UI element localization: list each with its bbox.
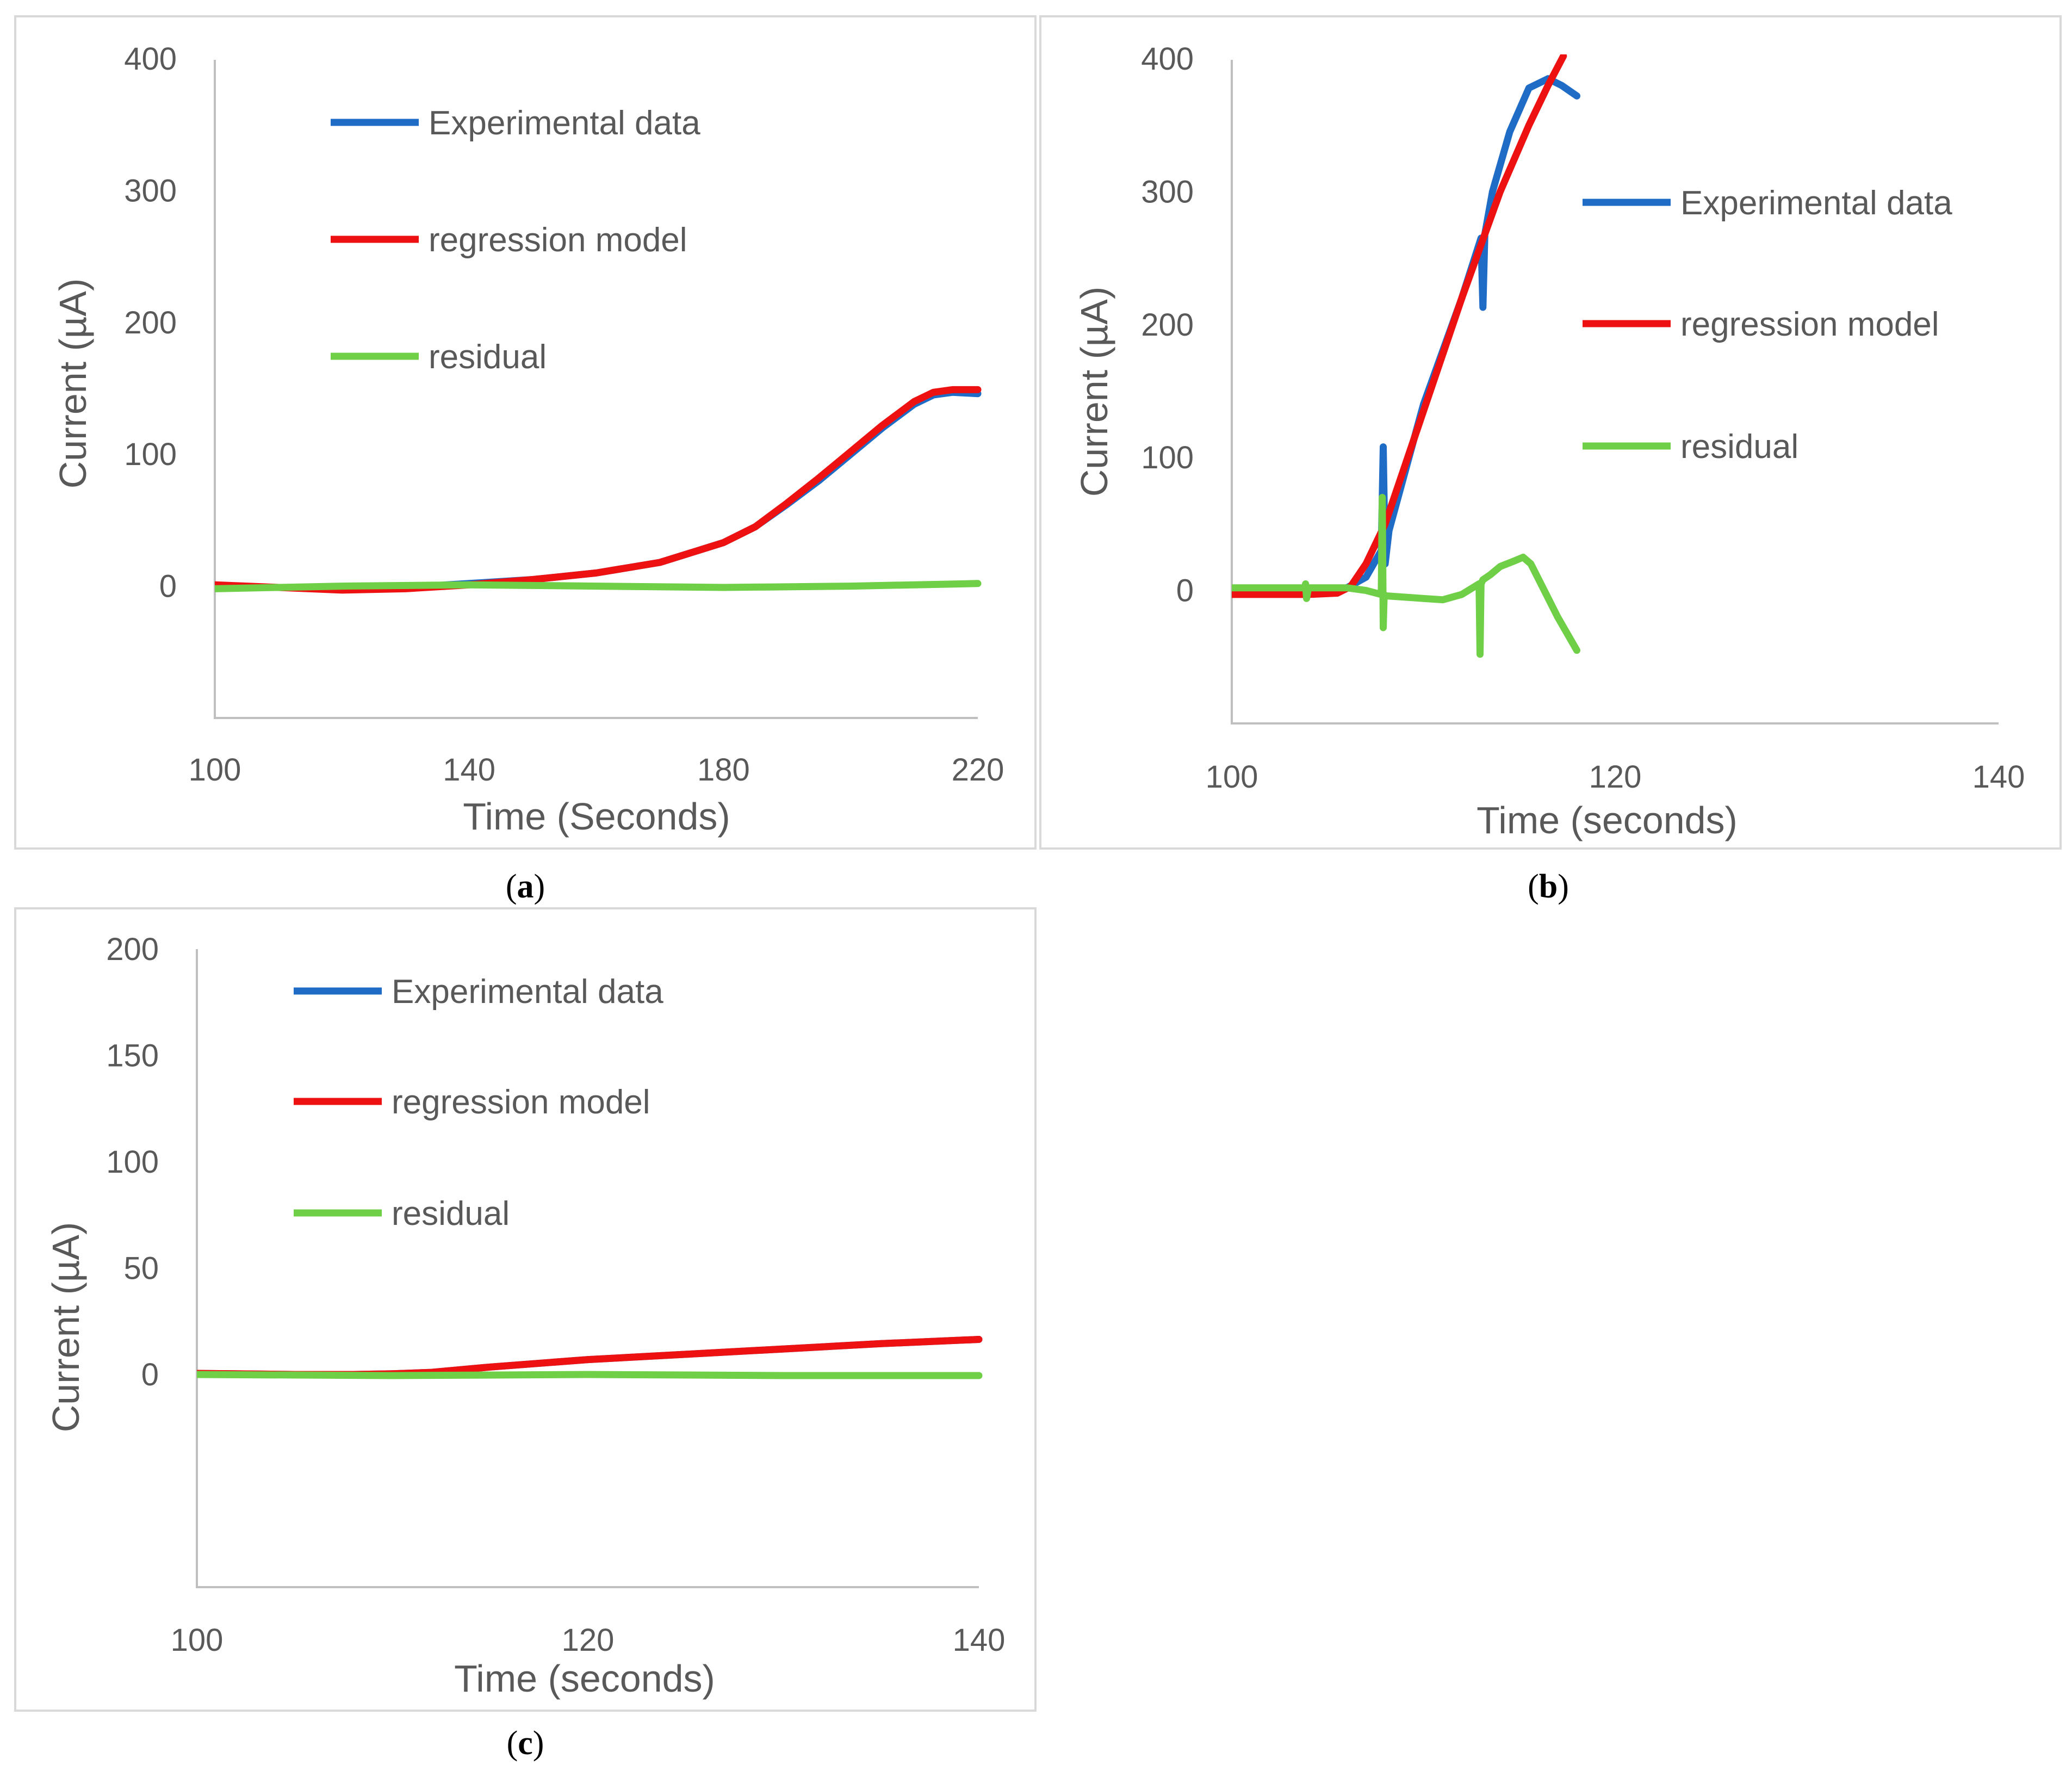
- panel-c-x-axis-label: Time (seconds): [454, 1657, 715, 1700]
- panel-a-caption: (a): [506, 868, 545, 905]
- legend-label-residual: residual: [429, 338, 547, 376]
- panel-a-y-axis-label: Current (µA): [52, 278, 94, 489]
- x-tick-label: 120: [1589, 759, 1642, 795]
- y-tick-label: 200: [1141, 307, 1194, 343]
- panel-b: 0 100 200 300 400 100 120 140 Current (µA) Tim…: [1039, 15, 2062, 850]
- series-line-model: [1232, 54, 1567, 598]
- panel-c-axes: [196, 949, 979, 1588]
- y-tick-label: 400: [1141, 41, 1194, 77]
- y-tick-label: 300: [124, 173, 177, 208]
- panel-b-legend: Experimental data regression model resid…: [1583, 184, 1952, 466]
- panel-a-series: [215, 386, 982, 594]
- legend-label-experimental: Experimental data: [392, 973, 663, 1011]
- legend-label-model: regression model: [429, 221, 687, 259]
- panel-b-y-ticks: 0 100 200 300 400: [1141, 41, 1194, 609]
- legend-label-residual: residual: [1680, 428, 1798, 466]
- legend-label-model: regression model: [392, 1083, 650, 1121]
- panel-b-frame: [1039, 15, 2062, 850]
- panel-b-x-ticks: 100 120 140: [1206, 759, 2025, 795]
- y-tick-label: 100: [1141, 440, 1194, 475]
- x-tick-label: 140: [443, 752, 495, 788]
- x-tick-label: 140: [1972, 759, 2025, 795]
- y-tick-label: 0: [159, 569, 177, 604]
- panel-a-x-axis-label: Time (Seconds): [463, 795, 730, 838]
- panel-b-caption: (b): [1528, 868, 1569, 905]
- y-tick-label: 50: [123, 1251, 159, 1286]
- y-tick-label: 200: [106, 932, 159, 967]
- panel-b-y-axis-label: Current (µA): [1073, 287, 1115, 497]
- panel-b-axes: [1231, 60, 1999, 725]
- panel-c-y-axis-label: Current (µA): [45, 1222, 87, 1433]
- panel-a-legend: Experimental data regression model resid…: [331, 104, 700, 376]
- x-tick-label: 140: [953, 1623, 1006, 1658]
- panel-b-x-axis-label: Time (seconds): [1477, 799, 1738, 841]
- panel-c-frame: [14, 907, 1037, 1712]
- y-tick-label: 0: [1176, 573, 1194, 609]
- x-tick-label: 100: [189, 752, 241, 788]
- panel-a-axes: [214, 60, 978, 719]
- series-line-residual: [1232, 494, 1580, 658]
- y-tick-label: 300: [1141, 174, 1194, 209]
- y-tick-label: 0: [141, 1357, 159, 1392]
- panel-a-y-ticks: 0 100 200 300 400: [124, 41, 177, 604]
- x-tick-label: 180: [697, 752, 750, 788]
- y-tick-label: 400: [124, 41, 177, 77]
- panel-a-x-ticks: 100 140 180 220: [189, 752, 1004, 788]
- panel-c-x-ticks: 100 120 140: [171, 1623, 1006, 1658]
- panel-c: 0 50 100 150 200 100 120 140 Current (µA) Time…: [14, 907, 1037, 1712]
- panel-b-series: [1232, 54, 1580, 658]
- panel-c-caption: (c): [507, 1725, 544, 1762]
- panel-c-legend: Experimental data regression model resid…: [294, 973, 663, 1233]
- y-tick-label: 100: [124, 437, 177, 472]
- legend-label-residual: residual: [392, 1195, 510, 1233]
- panel-c-y-ticks: 0 50 100 150 200: [106, 932, 159, 1392]
- series-line-residual: [215, 580, 982, 592]
- legend-label-experimental: Experimental data: [1680, 184, 1952, 222]
- x-tick-label: 100: [171, 1623, 224, 1658]
- x-tick-label: 100: [1206, 759, 1258, 795]
- y-tick-label: 150: [106, 1038, 159, 1074]
- series-line-residual: [197, 1371, 983, 1379]
- legend-label-experimental: Experimental data: [429, 104, 700, 142]
- y-tick-label: 100: [106, 1144, 159, 1180]
- x-tick-label: 120: [562, 1623, 615, 1658]
- x-tick-label: 220: [952, 752, 1004, 788]
- y-tick-label: 200: [124, 305, 177, 340]
- panel-c-series: [197, 1336, 983, 1379]
- legend-label-model: regression model: [1680, 306, 1939, 343]
- panel-a-frame: [14, 15, 1037, 850]
